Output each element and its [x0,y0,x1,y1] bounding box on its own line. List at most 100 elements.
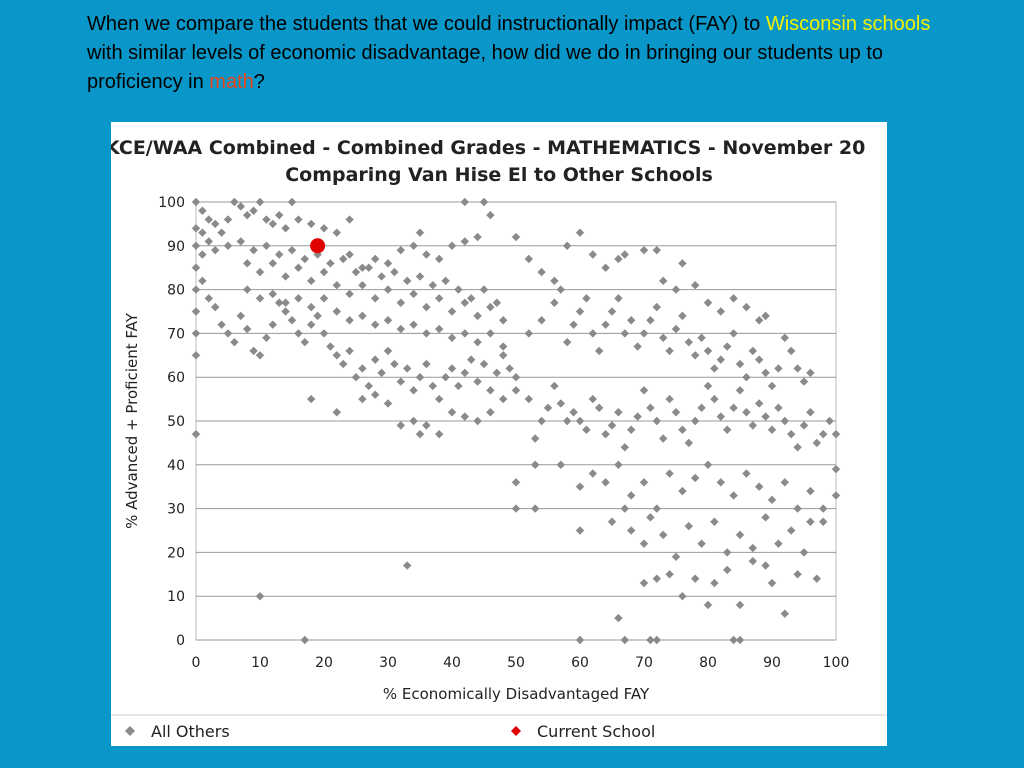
point-all-others-278 [729,635,738,645]
point-all-others-37 [230,337,239,347]
point-all-others-360 [454,285,463,294]
point-all-others-20 [281,224,290,233]
y-tick-label-0: 0 [176,633,185,649]
point-all-others-43 [268,320,277,329]
y-tick-label-90: 90 [167,239,185,255]
point-all-others-141 [799,421,809,430]
point-all-others-71 [447,364,457,373]
point-all-others-180 [748,346,757,356]
point-all-others-307 [345,289,354,299]
point-all-others-354 [377,272,386,281]
x-tick-label-80: 80 [699,655,717,671]
point-all-others-220 [652,504,661,513]
point-all-others-239 [607,517,617,526]
point-all-others-99 [531,434,540,443]
point-all-others-22 [307,219,316,229]
point-all-others-203 [716,307,725,316]
point-all-others-11 [230,197,239,207]
point-all-others-45 [281,307,290,316]
point-all-others-187 [793,364,802,373]
point-all-others-290 [422,250,431,259]
point-all-others-40 [249,346,258,356]
point-all-others-323 [281,298,290,307]
y-tick-label-40: 40 [167,458,185,474]
point-all-others-352 [351,267,361,277]
point-all-others-119 [659,434,668,443]
point-all-others-215 [588,469,597,478]
point-all-others-276 [646,635,655,645]
point-all-others-179 [742,373,751,382]
point-all-others-207 [761,311,770,321]
point-all-others-301 [268,259,277,268]
point-all-others-21 [294,215,303,224]
point-all-others-242 [639,539,649,548]
point-all-others-336 [447,333,457,342]
point-all-others-293 [460,237,469,246]
point-all-others-164 [646,316,655,325]
headline-highlight-wisconsin-schools: Wisconsin schools [765,13,931,35]
point-all-others-67 [422,359,431,369]
point-all-others-212 [531,460,540,469]
point-all-others-18 [275,210,284,220]
point-all-others-12 [236,202,245,211]
point-all-others-222 [678,486,687,496]
point-all-others-281 [255,592,265,601]
point-all-others-313 [422,302,431,312]
point-all-others-221 [665,469,674,478]
point-all-others-345 [262,241,271,250]
x-tick-label-50: 50 [507,655,525,671]
point-all-others-272 [793,570,802,579]
point-all-others-333 [409,320,418,329]
point-all-others-5 [211,219,220,229]
point-all-others-78 [492,368,501,378]
point-all-others-202 [703,298,713,307]
point-all-others-150 [556,285,565,294]
point-all-others-271 [780,609,789,618]
point-all-others-211 [550,276,559,286]
point-all-others-69 [435,394,444,404]
legend-marker-all-others [125,726,135,736]
point-all-others-347 [287,245,297,255]
y-tick-label-10: 10 [167,589,185,605]
headline-highlight-math: math [209,71,254,93]
point-all-others-343 [236,237,245,246]
point-all-others-274 [575,635,585,645]
point-all-others-261 [665,570,674,579]
point-all-others-49 [307,320,316,329]
legend: All Others Current School [125,722,655,741]
point-all-others-48 [300,337,309,347]
point-all-others-61 [383,346,393,356]
point-all-others-359 [441,276,450,286]
point-all-others-332 [396,324,405,334]
point-all-others-196 [639,245,649,255]
point-all-others-231 [793,504,802,513]
point-all-others-260 [652,574,661,583]
y-axis-label: % Advanced + Proficient FAY [123,312,141,529]
point-all-others-107 [582,425,591,434]
point-all-others-1 [198,206,207,215]
point-all-others-289 [409,241,418,250]
point-all-others-262 [678,592,687,601]
point-all-others-184 [774,364,783,373]
point-all-others-182 [761,368,770,378]
point-all-others-344 [249,245,258,255]
point-all-others-113 [620,443,629,452]
point-all-others-338 [473,337,482,347]
point-all-others-327 [332,307,341,316]
point-all-others-47 [294,329,303,338]
point-all-others-19 [287,197,297,207]
headline-text-2: with similar levels of economic disadvan… [87,42,883,93]
point-all-others-194 [614,254,623,264]
point-all-others-65 [409,386,418,395]
point-all-others-324 [294,294,303,303]
point-all-others-54 [339,359,348,369]
point-all-others-89 [415,429,425,439]
y-tick-label-20: 20 [167,545,185,561]
point-all-others-111 [607,421,617,430]
y-tick-label-50: 50 [167,414,185,430]
x-tick-label-40: 40 [443,655,461,671]
point-all-others-129 [723,425,732,434]
scatter-chart: KCE/WAA Combined - Combined Grades - MAT… [111,137,887,741]
point-all-others-208 [511,232,521,242]
point-all-others-2 [204,215,213,224]
